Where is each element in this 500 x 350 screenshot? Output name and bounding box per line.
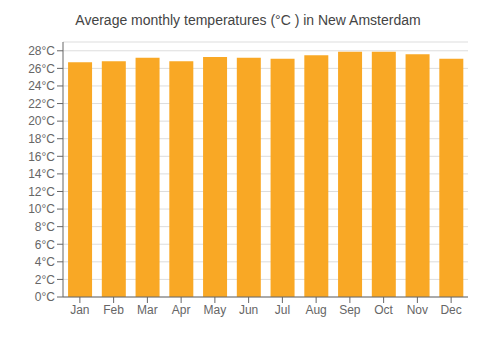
- svg-text:18°C: 18°C: [28, 132, 55, 146]
- svg-text:2°C: 2°C: [35, 273, 55, 287]
- svg-text:0°C: 0°C: [35, 290, 55, 304]
- svg-text:8°C: 8°C: [35, 220, 55, 234]
- svg-text:20°C: 20°C: [28, 114, 55, 128]
- svg-text:14°C: 14°C: [28, 167, 55, 181]
- svg-text:4°C: 4°C: [35, 255, 55, 269]
- svg-text:28°C: 28°C: [28, 44, 55, 58]
- svg-text:Feb: Feb: [103, 303, 124, 317]
- svg-text:24°C: 24°C: [28, 79, 55, 93]
- svg-text:Oct: Oct: [374, 303, 393, 317]
- svg-text:Nov: Nov: [407, 303, 428, 317]
- svg-text:May: May: [204, 303, 227, 317]
- html-text:Average monthly temperatures (: Average monthly temperatures (°C ) in Ne…: [75, 12, 421, 28]
- svg-text:Mar: Mar: [137, 303, 158, 317]
- svg-text:Sep: Sep: [339, 303, 361, 317]
- svg-text:Aug: Aug: [305, 303, 326, 317]
- svg-text:6°C: 6°C: [35, 238, 55, 252]
- svg-text:22°C: 22°C: [28, 97, 55, 111]
- svg-text:16°C: 16°C: [28, 150, 55, 164]
- svg-text:Jan: Jan: [70, 303, 89, 317]
- svg-text:Apr: Apr: [172, 303, 191, 317]
- svg-text:Jun: Jun: [239, 303, 258, 317]
- svg-text:Jul: Jul: [275, 303, 290, 317]
- svg-text:Dec: Dec: [440, 303, 461, 317]
- svg-text:26°C: 26°C: [28, 62, 55, 76]
- svg-text:12°C: 12°C: [28, 185, 55, 199]
- svg-text:10°C: 10°C: [28, 202, 55, 216]
